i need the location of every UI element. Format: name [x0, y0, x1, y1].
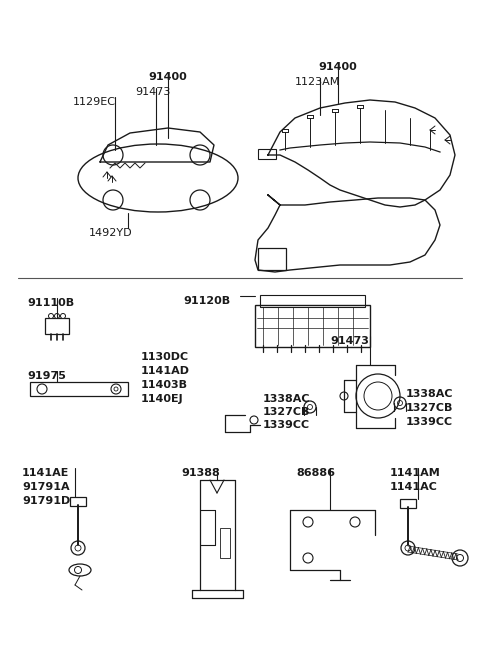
Text: 91791A: 91791A — [22, 482, 70, 492]
Text: 91110B: 91110B — [27, 298, 74, 308]
Text: 1140EJ: 1140EJ — [141, 394, 184, 404]
Text: 91473: 91473 — [135, 87, 170, 97]
Text: 1141AE: 1141AE — [22, 468, 70, 478]
Circle shape — [55, 314, 60, 318]
Bar — [258, 149, 276, 159]
Text: 1141AM: 1141AM — [390, 468, 441, 478]
Bar — [220, 528, 230, 558]
Bar — [260, 295, 365, 307]
Text: 1338AC: 1338AC — [263, 394, 311, 404]
Text: 91400: 91400 — [318, 62, 357, 72]
Circle shape — [48, 314, 53, 318]
Text: 11403B: 11403B — [141, 380, 188, 390]
Bar — [30, 382, 128, 396]
Text: 1339CC: 1339CC — [263, 420, 310, 430]
Text: 91791D: 91791D — [22, 496, 70, 506]
Text: 1129EC: 1129EC — [73, 97, 116, 107]
Bar — [258, 248, 286, 270]
Text: 91975: 91975 — [27, 371, 66, 381]
Text: 86886: 86886 — [296, 468, 335, 478]
Text: 91388: 91388 — [181, 468, 220, 478]
Text: 1123AM: 1123AM — [295, 77, 340, 87]
Text: 1338AC: 1338AC — [406, 389, 454, 399]
Text: 1141AD: 1141AD — [141, 366, 190, 376]
Text: 1141AC: 1141AC — [390, 482, 438, 492]
Text: 1492YD: 1492YD — [89, 228, 132, 238]
Text: 91400: 91400 — [148, 72, 187, 82]
Text: 91120B: 91120B — [183, 296, 230, 306]
Text: 1327CB: 1327CB — [263, 407, 311, 417]
Bar — [70, 497, 86, 506]
Text: 1339CC: 1339CC — [406, 417, 453, 427]
Text: 1130DC: 1130DC — [141, 352, 189, 362]
Text: 91473: 91473 — [330, 336, 369, 346]
Bar — [255, 305, 370, 347]
Bar — [400, 499, 416, 508]
Text: 1327CB: 1327CB — [406, 403, 454, 413]
Bar — [45, 318, 69, 334]
Circle shape — [60, 314, 65, 318]
